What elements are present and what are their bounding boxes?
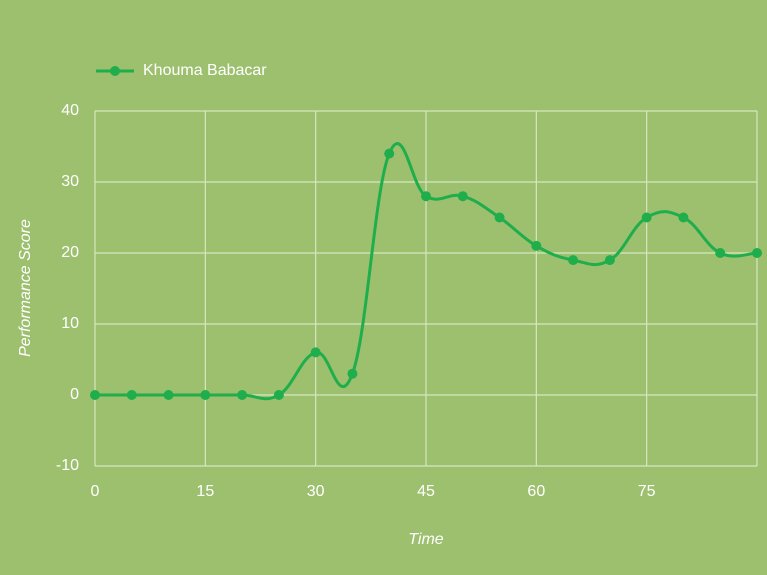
data-point (237, 390, 248, 400)
legend-label: Khouma Babacar (143, 62, 267, 79)
data-point (531, 240, 542, 251)
data-point (421, 191, 431, 202)
data-point (90, 390, 100, 400)
data-point (163, 390, 174, 400)
y-tick-label: 30 (61, 173, 79, 190)
data-point (641, 212, 652, 223)
legend-marker (110, 66, 120, 76)
y-tick-label: 40 (61, 102, 79, 119)
x-tick-label: 15 (196, 483, 214, 500)
data-point (604, 255, 615, 266)
y-tick-label: 10 (61, 315, 79, 332)
x-tick-label: 45 (417, 483, 435, 500)
data-point (715, 248, 726, 258)
data-point (200, 390, 211, 400)
data-point (273, 390, 284, 400)
y-tick-label: 20 (61, 244, 79, 261)
x-tick-label: 0 (91, 483, 100, 500)
data-point (494, 212, 505, 223)
data-point (310, 347, 321, 358)
data-point (126, 390, 137, 400)
y-axis-label: Performance Score (17, 219, 34, 357)
data-point (384, 148, 395, 159)
x-axis-label: Time (408, 531, 444, 548)
y-tick-label: -10 (56, 457, 79, 474)
x-tick-label: 30 (307, 483, 325, 500)
data-point (347, 368, 358, 379)
data-point (457, 191, 468, 202)
data-point (678, 212, 689, 223)
data-point (568, 255, 579, 266)
y-tick-label: 0 (70, 386, 79, 403)
x-tick-label: 75 (638, 483, 656, 500)
data-point (752, 248, 762, 258)
series-line (94, 142, 758, 401)
x-tick-label: 60 (527, 483, 545, 500)
